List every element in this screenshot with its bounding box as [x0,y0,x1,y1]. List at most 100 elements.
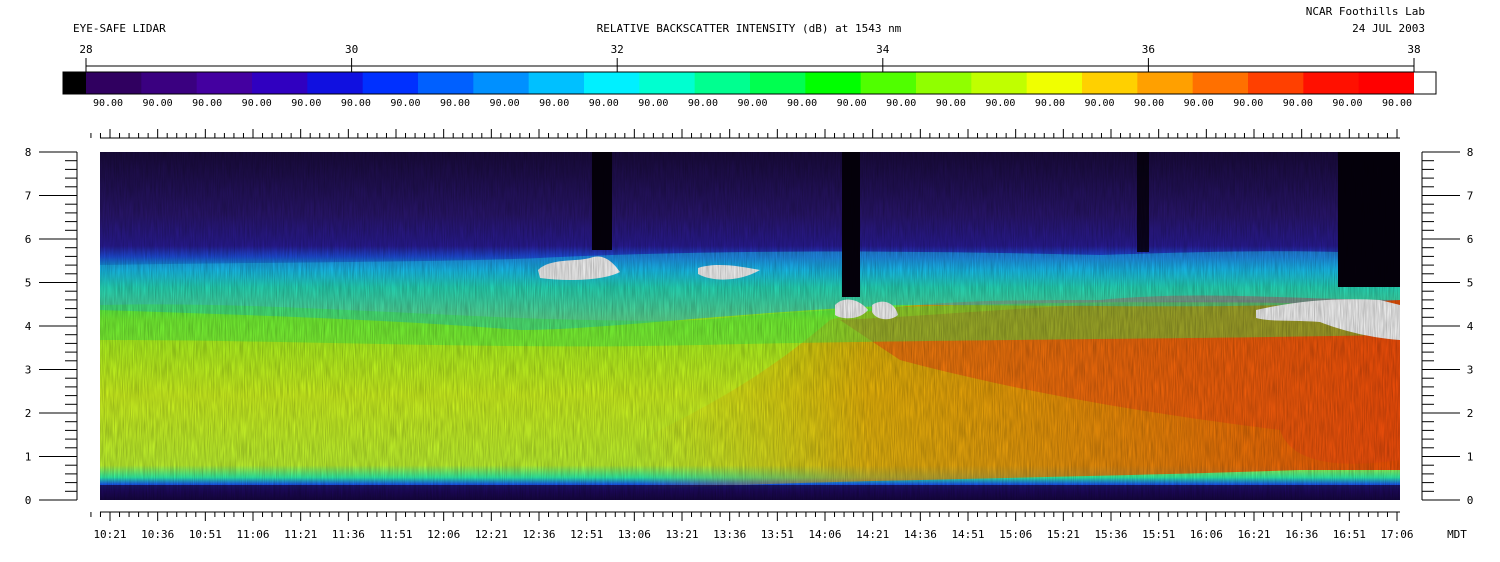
colorbar-segment-label: 90.00 [192,98,222,109]
colorbar-segment-label: 90.00 [1084,98,1114,109]
x-tick-label: 13:36 [713,528,746,541]
colorbar-segment-label: 90.00 [93,98,123,109]
x-tick-label: 12:06 [427,528,460,541]
colorbar-segment-label: 90.00 [143,98,173,109]
colorbar-segment-label: 90.00 [589,98,619,109]
colorbar-tick-label: 30 [345,43,358,56]
colorbar-swatch [694,72,751,94]
colorbar-swatch [1026,72,1083,94]
colorbar-swatch [860,72,917,94]
x-tick-label: 16:06 [1190,528,1223,541]
x-tick-label: 14:06 [808,528,841,541]
x-tick-label: 13:51 [761,528,794,541]
y-tick-label: 7 [25,190,32,203]
x-tick-label: 15:36 [1094,528,1127,541]
x-tick-label: 15:21 [1047,528,1080,541]
colorbar-frame [62,71,1437,95]
y-tick-label: 5 [25,277,32,290]
colorbar-swatch [971,72,1028,94]
x-tick-label: 14:51 [951,528,984,541]
colorbar-segment-label: 90.00 [985,98,1015,109]
colorbar-segment-label: 90.00 [539,98,569,109]
colorbar-swatch [805,72,862,94]
x-tick-label: 11:36 [332,528,365,541]
x-tick-label: 13:21 [665,528,698,541]
date-label: 24 JUL 2003 [1352,22,1425,35]
colorbar-swatch [196,72,253,94]
colorbar-segment-label: 90.00 [440,98,470,109]
y-tick-label: 4 [25,320,32,333]
colorbar-swatch [916,72,972,94]
x-tick-label: 14:21 [856,528,889,541]
colorbar-segment-label: 90.00 [936,98,966,109]
colorbar-swatch [252,72,308,94]
chart-title: RELATIVE BACKSCATTER INTENSITY (dB) at 1… [597,22,902,35]
y-tick-label: 1 [1467,451,1474,464]
colorbar-segment-label: 90.00 [390,98,420,109]
colorbar-segment-label: 90.00 [688,98,718,109]
x-tick-label: 11:51 [379,528,412,541]
colorbar-swatch [63,72,87,94]
colorbar-swatch [1414,72,1437,94]
colorbar-segment-label: 90.00 [490,98,520,109]
colorbar-segment-label: 90.00 [1332,98,1362,109]
colorbar-swatch [1303,72,1360,94]
colorbar-ticks: 28 30 32 34 36 38 [79,43,1421,72]
colorbar-segment-label: 90.00 [1035,98,1065,109]
colorbar-swatch [473,72,530,94]
colorbar-segment-label: 90.00 [886,98,916,109]
y-tick-label: 5 [1467,277,1474,290]
x-tick-label: 16:51 [1333,528,1366,541]
x-tick-label: 10:36 [141,528,174,541]
y-tick-label: 0 [25,494,32,507]
x-tick-label: 12:21 [475,528,508,541]
y-tick-label: 8 [1467,146,1474,159]
x-axis-unit-label: MDT [1447,528,1467,541]
y-axis-left: 0 1 2 3 4 5 6 7 8 [25,146,78,507]
colorbar-segment-label: 90.00 [638,98,668,109]
colorbar-tick-label: 38 [1407,43,1420,56]
heatmap-texture [100,152,1400,500]
colorbar-swatch [584,72,640,94]
instrument-title: EYE-SAFE LIDAR [73,22,166,35]
x-tick-label: 17:06 [1380,528,1413,541]
colorbar-segment-labels: 90.00 90.00 90.00 90.00 90.00 90.00 90.00 90.00… [93,98,1412,109]
x-tick-label: 14:36 [904,528,937,541]
x-tick-label: 11:06 [236,528,269,541]
y-tick-label: 2 [25,407,32,420]
colorbar [63,72,1437,94]
colorbar-segment-label: 90.00 [1233,98,1263,109]
colorbar-swatch [1082,72,1138,94]
organization-label: NCAR Foothills Lab [1306,5,1425,18]
x-axis-bottom: 10:21 10:36 10:51 11:06 11:21 11:36 11:51 12:06… [90,511,1414,541]
x-axis-top [90,129,1400,139]
colorbar-swatch [750,72,806,94]
y-tick-label: 4 [1467,320,1474,333]
y-tick-label: 3 [1467,364,1474,377]
colorbar-segment-label: 90.00 [737,98,767,109]
x-tick-label: 10:21 [93,528,126,541]
y-axis-right: 0 1 2 3 4 5 6 7 8 [1421,146,1474,507]
colorbar-segment-label: 90.00 [291,98,321,109]
colorbar-segment-label: 90.00 [242,98,272,109]
colorbar-tick-label: 36 [1142,43,1155,56]
y-tick-label: 1 [25,451,32,464]
y-tick-label: 6 [1467,233,1474,246]
colorbar-swatch [362,72,419,94]
x-tick-label: 10:51 [189,528,222,541]
colorbar-tick-label: 34 [876,43,890,56]
colorbar-segment-label: 90.00 [1134,98,1164,109]
y-tick-label: 8 [25,146,32,159]
colorbar-tick-label: 32 [611,43,624,56]
x-tick-label: 11:21 [284,528,317,541]
x-tick-label: 13:06 [618,528,651,541]
colorbar-tick-label: 28 [79,43,92,56]
colorbar-swatch [418,72,474,94]
y-tick-label: 2 [1467,407,1474,420]
colorbar-segment-label: 90.00 [837,98,867,109]
x-tick-label: 15:06 [999,528,1032,541]
colorbar-swatch [86,72,142,94]
colorbar-swatch [1192,72,1249,94]
y-tick-label: 0 [1467,494,1474,507]
